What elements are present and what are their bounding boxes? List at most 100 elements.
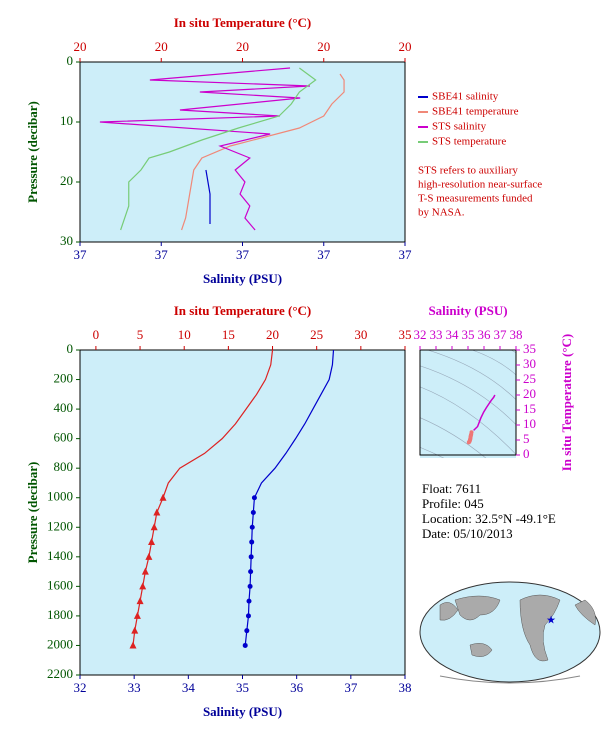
x2-tick-label: 20 [74,39,87,54]
marker [148,538,156,546]
marker [131,626,139,634]
marker [244,628,250,634]
y-axis-title: In situ Temperature (°C) [559,334,574,472]
x-tick-label: 38 [510,327,523,342]
x-tick-label: 33 [430,327,443,342]
marker [145,552,153,560]
float-info: Profile: 045 [422,496,484,511]
series-line [120,67,317,231]
marker [248,554,254,560]
x-axis-title: Salinity (PSU) [203,704,282,719]
y-tick-label: 600 [54,430,74,445]
x-tick-label: 37 [155,247,169,262]
y-tick-label: 10 [60,113,73,128]
x2-tick-label: 20 [155,39,168,54]
x2-tick-label: 25 [310,327,323,342]
marker [150,523,158,531]
marker [248,569,254,575]
series-line [180,73,345,231]
note: T-S measurements funded [418,193,533,205]
x2-tick-label: 15 [222,327,235,342]
x-tick-label: 37 [344,680,358,695]
note: high-resolution near-surface [418,179,542,191]
x-axis-title: Salinity (PSU) [428,303,507,318]
legend-label: STS salinity [432,121,487,133]
ts-marker [466,440,471,445]
x-tick-label: 37 [317,247,331,262]
y-tick-label: 1600 [47,577,73,592]
note: STS refers to auxiliary [418,165,518,177]
x2-tick-label: 20 [266,327,279,342]
marker [247,583,253,589]
legend-label: STS temperature [432,136,506,148]
x-tick-label: 37 [494,327,508,342]
y-tick-label: 2200 [47,666,73,681]
y-tick-label: 20 [60,173,73,188]
marker [139,582,147,590]
ts-line [473,394,496,431]
y-tick-label: 0 [67,53,74,68]
x2-tick-label: 20 [236,39,249,54]
x-tick-label: 36 [290,680,304,695]
x2-tick-label: 20 [317,39,330,54]
x2-tick-label: 10 [178,327,191,342]
plot-bg [80,350,405,675]
y-tick-label: 1000 [47,489,73,504]
y-tick-label: 5 [523,431,530,446]
y-axis-title: Pressure (decibar) [25,101,40,203]
y-tick-label: 2000 [47,636,73,651]
density-contours [420,350,516,458]
marker [246,598,252,604]
x2-tick-label: 0 [93,327,100,342]
y-tick-label: 10 [523,416,536,431]
x-tick-label: 37 [74,247,88,262]
marker [141,567,149,575]
y-tick-label: 200 [54,371,74,386]
marker [251,495,257,501]
x-tick-label: 37 [236,247,250,262]
y-tick-label: 35 [523,341,536,356]
legend-label: SBE41 temperature [432,106,519,118]
marker [242,642,248,648]
x-tick-label: 37 [399,247,413,262]
legend-label: SBE41 salinity [432,91,499,103]
x-tick-label: 33 [128,680,141,695]
y-tick-label: 0 [523,446,530,461]
y-tick-label: 20 [523,386,536,401]
x-tick-label: 38 [399,680,412,695]
x-tick-label: 35 [462,327,475,342]
y-tick-label: 15 [523,401,536,416]
y-tick-label: 1400 [47,548,73,563]
world-map: ★ [419,581,601,684]
y-tick-label: 25 [523,371,536,386]
x-tick-label: 32 [414,327,427,342]
series-line [205,169,211,224]
y-tick-label: 400 [54,400,74,415]
marker [250,510,256,515]
y-tick-label: 30 [60,233,73,248]
plot-bg [80,62,405,242]
x2-tick-label: 20 [399,39,412,54]
marker [249,539,255,545]
svg-text:★: ★ [546,615,556,627]
x-axis-title: Salinity (PSU) [203,271,282,286]
x2-axis-title: In situ Temperature (°C) [174,15,312,30]
marker [159,493,167,501]
marker [129,641,137,649]
marker [133,611,141,619]
x2-tick-label: 30 [354,327,367,342]
y-tick-label: 1800 [47,607,73,622]
marker [245,613,251,619]
y-tick-label: 30 [523,356,536,371]
y-tick-label: 1200 [47,518,73,533]
float-info: Float: 7611 [422,481,481,496]
y-tick-label: 0 [67,341,74,356]
x-tick-label: 32 [74,680,87,695]
x2-axis-title: In situ Temperature (°C) [174,303,312,318]
y-axis-title: Pressure (decibar) [25,462,40,564]
x-tick-label: 34 [446,327,460,342]
marker [153,508,161,516]
x-tick-label: 34 [182,680,196,695]
x2-tick-label: 5 [137,327,144,342]
